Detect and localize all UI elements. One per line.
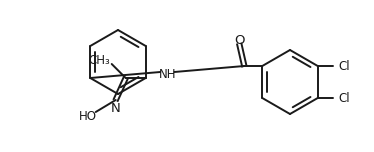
Text: CH₃: CH₃	[88, 54, 110, 67]
Text: HO: HO	[79, 109, 97, 123]
Text: O: O	[234, 33, 245, 47]
Text: Cl: Cl	[338, 59, 350, 73]
Text: N: N	[111, 102, 120, 114]
Text: NH: NH	[159, 67, 176, 81]
Text: Cl: Cl	[338, 92, 350, 105]
